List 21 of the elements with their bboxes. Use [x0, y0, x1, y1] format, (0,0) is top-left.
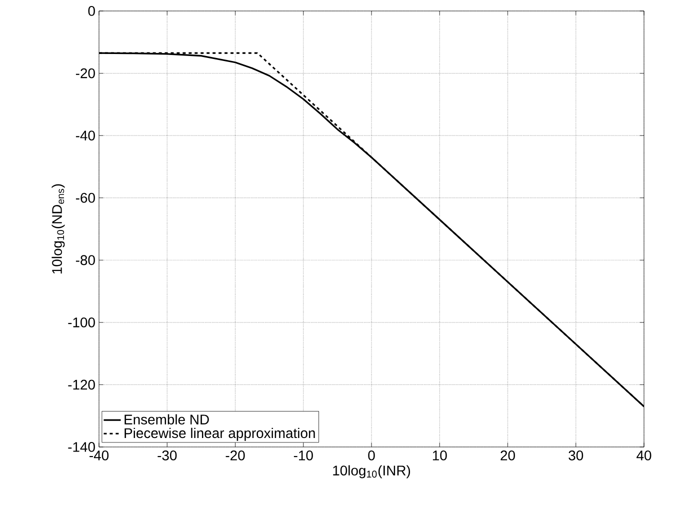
- y-tick-label: -120: [68, 380, 95, 390]
- x-tick-label: 20: [500, 450, 515, 460]
- y-tick-label: -40: [76, 130, 95, 140]
- legend-label: Piecewise linear approximation: [124, 428, 315, 441]
- y-tick-label: -80: [76, 255, 95, 266]
- x-axis-title: 10log$_{10}$(INR): [333, 465, 410, 478]
- x-tick-label: 10: [432, 450, 447, 460]
- legend-label: Ensemble ND: [124, 414, 209, 424]
- x-tick-label: 40: [636, 450, 652, 460]
- y-tick-label: -100: [68, 317, 95, 328]
- y-tick-label: -60: [76, 192, 95, 203]
- x-tick-label: 0: [368, 450, 375, 460]
- x-tick-label: 30: [568, 450, 584, 460]
- y-tick-label: -20: [76, 68, 95, 78]
- x-tick-label: -10: [294, 450, 313, 460]
- x-tick-label: -30: [158, 450, 177, 460]
- x-tick-label: -40: [90, 450, 109, 460]
- y-axis-title: 10log$_{10}$(ND$_{ens}$): [52, 184, 65, 274]
- y-tick-label: -140: [68, 442, 95, 452]
- x-tick-label: -20: [226, 450, 245, 460]
- y-tick-label: 0: [88, 6, 95, 16]
